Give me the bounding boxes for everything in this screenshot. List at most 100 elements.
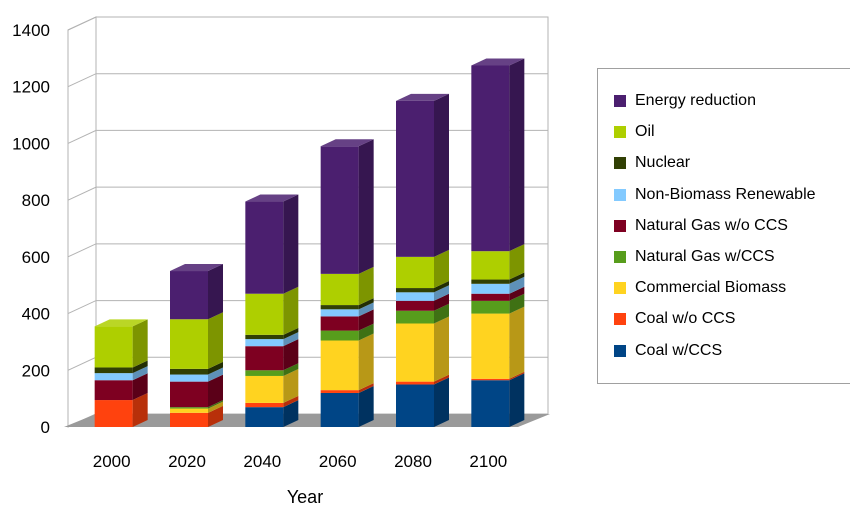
bar-segment: [320, 385, 374, 427]
bar-segment: [396, 285, 449, 301]
bar-segment: [320, 302, 374, 317]
legend-label: Oil: [635, 123, 655, 141]
bar-segment: [471, 58, 525, 252]
y-tick-label: 1400: [12, 21, 50, 40]
y-tick-label: 0: [41, 418, 50, 437]
legend-swatch: [614, 188, 626, 201]
bar-segment: [471, 276, 525, 294]
legend-swatch: [614, 282, 626, 295]
legend-item: Nuclear: [614, 153, 690, 173]
gridline: [67, 73, 548, 88]
legend-item: Non-Biomass Renewable: [614, 185, 816, 205]
bar-segment: [94, 393, 148, 427]
bar-segment: [396, 377, 449, 427]
bar-segment: [170, 312, 223, 369]
bar-segment: [396, 93, 449, 257]
bar-stack-2060: [320, 139, 374, 427]
bar-segment: [170, 361, 223, 375]
bar-segment: [245, 400, 299, 427]
gridline: [67, 16, 548, 31]
bar-segment: [396, 316, 449, 382]
bar-stack-2020: [170, 264, 223, 427]
legend-item: Coal w/CCS: [614, 341, 722, 361]
bar-segment: [245, 339, 299, 371]
y-tick-label: 1200: [12, 78, 50, 97]
legend-swatch: [614, 344, 626, 357]
x-tick-labels: 2000 2020 2040 2060 2080 2100: [93, 452, 507, 471]
bar-segment: [170, 401, 223, 413]
side-wall: [67, 16, 97, 428]
bar-segment: [471, 286, 525, 301]
bar-segment: [320, 298, 374, 310]
legend-item: Coal w/o CCS: [614, 309, 735, 329]
y-tick-labels: 0 200 400 600 800 1000 1200 1400: [12, 21, 50, 437]
y-tick-label: 1000: [12, 134, 50, 153]
legend-label: Nuclear: [635, 154, 691, 172]
legend-label: Energy reduction: [635, 92, 756, 109]
legend-swatch: [614, 219, 626, 232]
bar-segment: [320, 323, 374, 341]
bar-segment: [396, 249, 449, 289]
x-tick-label: 2020: [168, 452, 206, 471]
bar-segment: [170, 374, 223, 408]
legend-label: Coal w/o CCS: [635, 310, 736, 328]
legend-swatch: [614, 126, 626, 139]
legend-swatch: [614, 95, 626, 107]
x-tick-label: 2060: [319, 452, 357, 471]
legend-label: Natural Gas w/o CCS: [635, 216, 788, 234]
bar-segment: [320, 309, 374, 331]
bar-segment: [245, 286, 299, 335]
bar-segment: [245, 194, 299, 294]
bar-segment: [471, 373, 525, 427]
legend-label: Commercial Biomass: [635, 279, 787, 297]
bar-segment: [396, 293, 449, 311]
bar-stack-2080: [396, 93, 449, 427]
legend-item: Natural Gas w/o CCS: [614, 216, 788, 236]
legend-label: Natural Gas w/CCS: [635, 248, 775, 265]
legend-label: Non-Biomass Renewable: [635, 185, 816, 203]
bar-segment: [245, 395, 299, 408]
bar-segment: [396, 374, 449, 385]
legend-swatch: [614, 157, 626, 170]
bar-stack-2000: [94, 319, 148, 427]
bar-segment: [471, 306, 525, 379]
bar-segment: [320, 383, 374, 393]
bar-segment: [170, 405, 223, 427]
bar-segment: [471, 244, 525, 280]
x-tick-label: 2080: [394, 452, 432, 471]
legend-item: Commercial Biomass: [614, 278, 786, 298]
bars: [94, 58, 525, 427]
bar-segment: [245, 327, 299, 340]
bar-stack-2100: [471, 58, 525, 427]
x-tick-label: 2100: [469, 452, 507, 471]
bar-segment: [94, 366, 148, 381]
legend-item: Natural Gas w/CCS: [614, 247, 775, 267]
legend-swatch: [614, 313, 626, 326]
bar-segment: [170, 264, 223, 320]
x-tick-label: 2000: [93, 452, 131, 471]
legend-swatch: [614, 251, 626, 263]
bar-segment: [170, 400, 223, 409]
bar-segment: [471, 371, 525, 381]
bar-segment: [245, 368, 299, 403]
bar-segment: [396, 281, 449, 293]
bar-segment: [170, 367, 223, 382]
bar-segment: [245, 332, 299, 347]
legend: Energy reduction Oil Nuclear Non-Biomass Re…: [597, 68, 850, 384]
bar-segment: [396, 303, 449, 324]
bar-segment: [320, 333, 374, 391]
legend-item: Oil: [614, 122, 655, 142]
y-tick-label: 600: [22, 248, 50, 267]
bar-segment: [94, 319, 148, 368]
bar-segment: [471, 293, 525, 314]
bar-segment: [471, 272, 525, 284]
bar-segment: [94, 373, 148, 401]
bar-segment: [320, 139, 374, 274]
bar-segment: [94, 360, 148, 374]
bar-segment: [245, 363, 299, 376]
x-tick-label: 2040: [243, 452, 281, 471]
y-tick-label: 400: [22, 305, 50, 324]
y-tick-label: 200: [22, 361, 50, 380]
legend-item: Energy reduction: [614, 91, 756, 111]
bar-segment: [320, 266, 374, 306]
